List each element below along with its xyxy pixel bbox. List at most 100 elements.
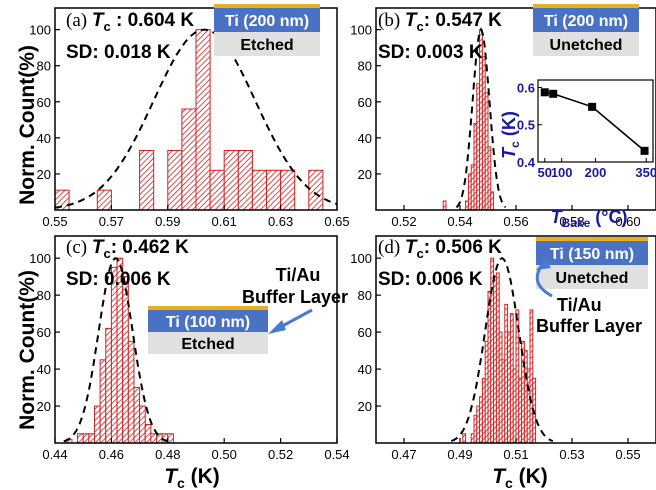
panel-title-d: (d) Tc: 0.506 K (378, 237, 502, 261)
xtick-label-d-1: 0.49 (447, 447, 472, 462)
panel-a: 0.55 0.57 0.59 0.61 0.63 0.65 20 40 60 80 100 (a)… (29, 4, 350, 229)
bar-c-4 (93, 405, 101, 444)
inset-xtick-label-2: 200 (585, 165, 607, 180)
au-layer-a (214, 4, 320, 8)
yticks-b: 20 40 60 80 100 (350, 23, 381, 182)
xlabel-left: Tc (K) (164, 465, 220, 490)
panel-title-c: (c) Tc: 0.462 K (66, 237, 189, 261)
inset-yticks: 0.4 0.5 0.6 (517, 80, 542, 170)
xtick-label-c-2: 0.48 (155, 447, 180, 462)
xtick-label-a-1: 0.57 (99, 214, 124, 229)
layer-stack-c: Ti (100 nm) Etched (148, 306, 268, 354)
bar-b-0 (442, 200, 447, 211)
ytick-label-a-2: 60 (37, 95, 51, 110)
plot-frame-a (54, 7, 338, 211)
xtick-label-a-4: 0.63 (268, 214, 293, 229)
bar-c-6 (105, 327, 112, 444)
sd-text-b: SD: 0.003 K (378, 42, 483, 63)
xtick-label-a-5: 0.65 (324, 214, 349, 229)
xlabel-right: Tc (K) (492, 465, 548, 490)
inset-point-1 (549, 89, 558, 98)
ytick-label-c-4: 100 (29, 251, 51, 266)
bars-a (54, 29, 324, 211)
ti-layer-a (214, 8, 320, 32)
bar-a-3 (167, 149, 183, 211)
panel-d: 0.47 0.49 0.51 0.53 0.55 20 40 60 80 100 (d) Tc:… (350, 235, 656, 462)
bar-c-3 (88, 433, 95, 444)
inset-point-0 (540, 88, 549, 97)
ytick-label-a-0: 20 (37, 167, 51, 182)
buffer-label-d-line1: Ti/Au (557, 295, 602, 315)
inset-point-2 (588, 102, 597, 111)
bar-a-10 (266, 169, 282, 211)
buffer-label-c-line2: Buffer Layer (242, 287, 348, 307)
bar-c-5 (99, 359, 107, 444)
bar-a-6 (209, 169, 225, 211)
ti-layer-c (148, 310, 268, 332)
layer-stack-b: Ti (200 nm) Unetched (533, 4, 639, 56)
fit-curve-a (54, 28, 338, 209)
ytick-label-c-1: 40 (37, 362, 51, 377)
inset-xtick-label-1: 100 (551, 165, 573, 180)
etch-box-d (536, 265, 648, 289)
inset-xtick-label-0: 50 (538, 165, 552, 180)
bar-d-0 (462, 433, 467, 444)
xtick-label-c-0: 0.44 (42, 447, 67, 462)
yticks-c: 20 40 60 80 100 (29, 251, 60, 414)
fit-curve-b (455, 27, 507, 209)
xtick-label-d-2: 0.51 (503, 447, 528, 462)
buffer-label-c-line1: Ti/Au (276, 265, 321, 285)
inset-trend-line (544, 91, 646, 152)
ytick-label-d-3: 80 (358, 288, 372, 303)
inset-ytick-label-2: 0.6 (517, 80, 535, 95)
bars-d (462, 257, 537, 444)
yticks-d: 20 40 60 80 100 (350, 251, 381, 414)
bar-a-1 (96, 189, 112, 211)
ytick-label-d-1: 40 (358, 362, 372, 377)
bar-a-12 (308, 169, 324, 211)
ti-label-c: Ti (100 nm) (166, 314, 250, 331)
inset-background (505, 77, 653, 193)
sd-text-a: SD: 0.018 K (66, 42, 171, 63)
bar-a-4 (181, 108, 197, 211)
xtick-label-c-3: 0.50 (212, 447, 237, 462)
xtick-label-c-4: 0.52 (268, 447, 293, 462)
xtick-label-a-0: 0.55 (42, 214, 67, 229)
xtick-label-d-0: 0.47 (391, 447, 416, 462)
bar-a-11 (280, 169, 296, 211)
bar-c-1 (77, 433, 84, 444)
bar-a-9 (251, 169, 267, 211)
bar-c-11 (133, 387, 141, 444)
bar-c-12 (139, 405, 146, 444)
sd-text-c: SD: 0.006 K (66, 269, 171, 290)
panel-title-b: (b) Tc: 0.547 K (378, 10, 502, 34)
etch-box-b (533, 32, 639, 56)
bar-a-5 (195, 29, 211, 211)
xtick-label-b-1: 0.54 (447, 214, 472, 229)
bar-c-14 (150, 433, 158, 444)
inset-xtick-label-3: 350 (635, 165, 656, 180)
xtick-label-b-3: 0.58 (559, 214, 584, 229)
buffer-arrowhead-d (536, 258, 551, 270)
ti-layer-b (533, 8, 639, 32)
ytick-label-a-1: 40 (37, 131, 51, 146)
yticks-a: 20 40 60 80 100 (29, 23, 60, 182)
ytick-label-b-3: 80 (358, 59, 372, 74)
etch-label-c: Etched (181, 336, 234, 353)
fit-curve-c (63, 257, 169, 443)
inset-ytick-label-0: 0.4 (517, 155, 536, 170)
ytick-label-b-4: 100 (350, 23, 372, 38)
xtick-label-b-2: 0.56 (503, 214, 528, 229)
xticks-c: 0.44 0.46 0.48 0.50 0.52 0.54 (42, 438, 350, 462)
bar-a-8 (237, 149, 253, 211)
panel-title-a: (a) Tc : 0.604 K (66, 10, 194, 34)
au-layer-d (536, 237, 648, 241)
bar-c-10 (127, 340, 135, 444)
xtick-label-a-3: 0.61 (212, 214, 237, 229)
fit-curve-d (450, 257, 554, 443)
bar-a-2 (139, 149, 155, 211)
ytick-label-c-0: 20 (37, 399, 51, 414)
bar-b-10 (490, 191, 495, 211)
